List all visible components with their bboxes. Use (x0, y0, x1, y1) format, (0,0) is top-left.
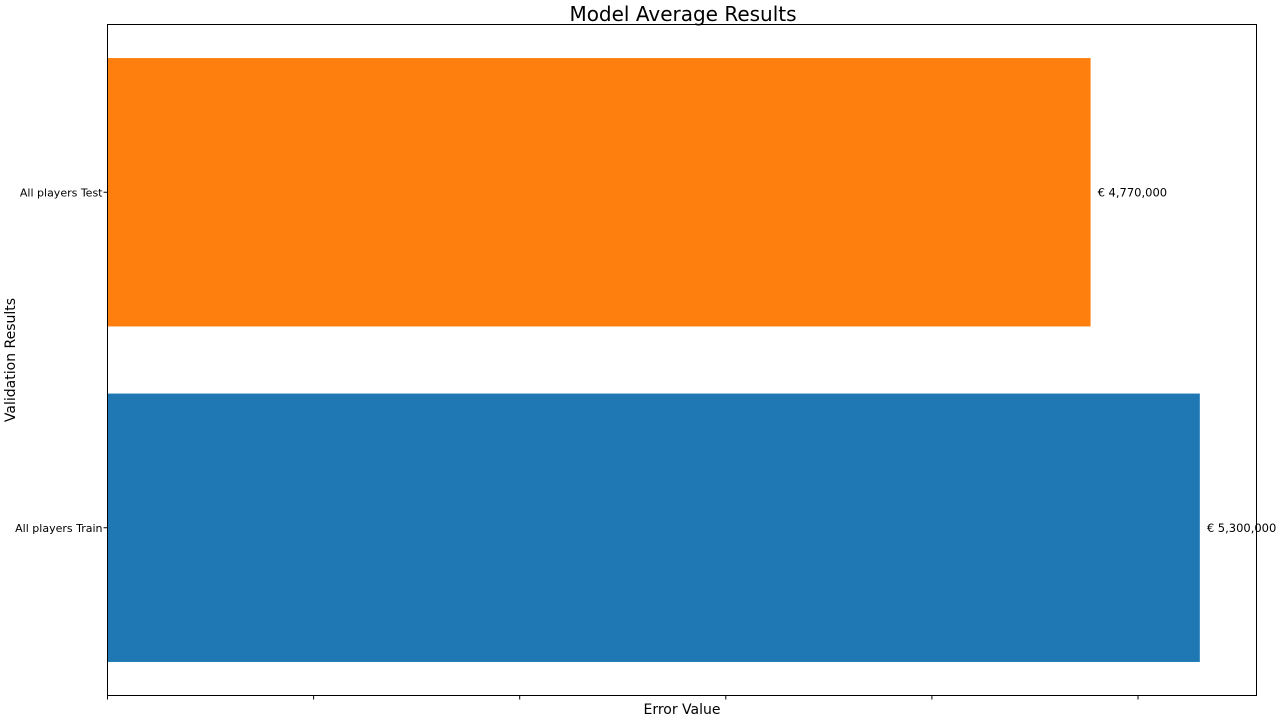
value-label-all-players-test: € 4,770,000 (1098, 185, 1168, 199)
bar-all-players-train (107, 393, 1200, 662)
y-tick-label-all-players-test: All players Test (20, 186, 103, 199)
bar-all-players-test (107, 58, 1091, 327)
y-tick-label-all-players-train: All players Train (15, 522, 102, 535)
plot-frame (107, 24, 1257, 696)
x-axis-ticks (107, 695, 1139, 700)
value-label-all-players-train: € 5,300,000 (1207, 521, 1277, 535)
bars-group: € 5,300,000 € 4,770,000 (107, 58, 1277, 662)
x-axis-label: Error Value (643, 702, 720, 718)
y-axis-label: Validation Results (3, 298, 19, 422)
y-axis-ticks: All players Train All players Test (15, 186, 108, 535)
chart-title: Model Average Results (569, 2, 796, 26)
